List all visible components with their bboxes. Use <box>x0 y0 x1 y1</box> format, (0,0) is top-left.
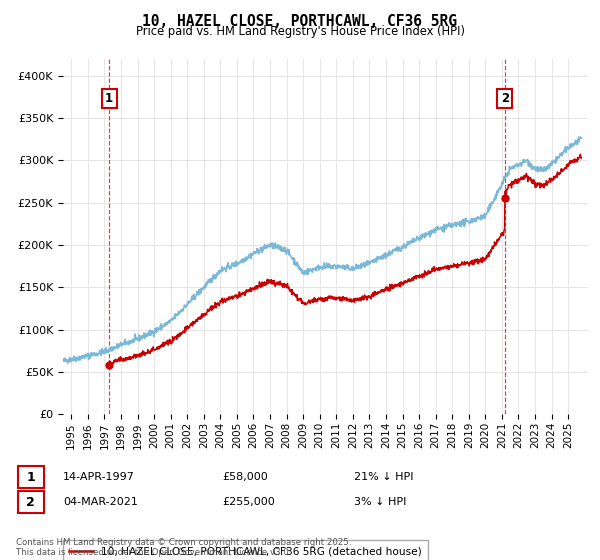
Text: 14-APR-1997: 14-APR-1997 <box>63 472 135 482</box>
Text: 04-MAR-2021: 04-MAR-2021 <box>63 497 138 507</box>
Text: £255,000: £255,000 <box>222 497 275 507</box>
Text: 21% ↓ HPI: 21% ↓ HPI <box>354 472 413 482</box>
Text: Contains HM Land Registry data © Crown copyright and database right 2025.: Contains HM Land Registry data © Crown c… <box>16 538 352 547</box>
Text: £58,000: £58,000 <box>222 472 268 482</box>
Text: 1: 1 <box>26 470 35 484</box>
Text: 10, HAZEL CLOSE, PORTHCAWL, CF36 5RG: 10, HAZEL CLOSE, PORTHCAWL, CF36 5RG <box>143 14 458 29</box>
Text: 2: 2 <box>500 92 509 105</box>
Text: This data is licensed under the Open Government Licence v3.0.: This data is licensed under the Open Gov… <box>16 548 292 557</box>
Text: 2: 2 <box>26 496 35 509</box>
Text: Price paid vs. HM Land Registry's House Price Index (HPI): Price paid vs. HM Land Registry's House … <box>136 25 464 38</box>
Text: 1: 1 <box>105 92 113 105</box>
Legend: 10, HAZEL CLOSE, PORTHCAWL, CF36 5RG (detached house), HPI: Average price, detac: 10, HAZEL CLOSE, PORTHCAWL, CF36 5RG (de… <box>63 540 428 560</box>
Text: 3% ↓ HPI: 3% ↓ HPI <box>354 497 406 507</box>
